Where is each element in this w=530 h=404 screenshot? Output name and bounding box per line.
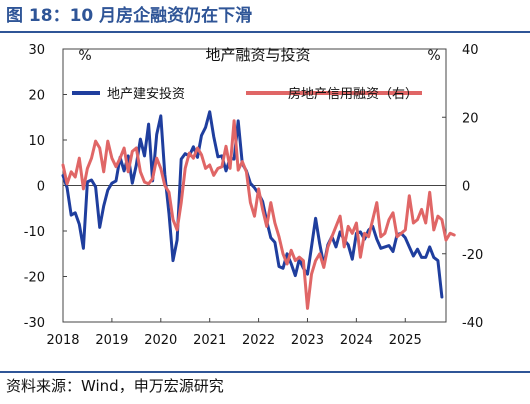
right-axis-tick-label: 0 [462,180,470,195]
left-axis-tick-label: 20 [28,89,45,104]
x-axis-tick-label: 2020 [144,333,177,348]
x-axis-tick-label: 2025 [389,333,422,348]
header-rule [0,31,530,33]
legend-label-1: 地产建安投资 [107,86,185,102]
right-axis-tick-label: -40 [462,316,483,331]
left-axis-tick-label: 10 [28,134,45,149]
x-axis-tick-label: 2023 [291,333,324,348]
right-axis-tick-label: -20 [462,248,483,263]
left-axis-tick-label: -10 [24,225,45,240]
right-axis-tick-label: 40 [462,43,479,58]
left-axis-unit: % [78,48,91,64]
x-axis-tick-label: 2018 [46,333,79,348]
source-note: 资料来源：Wind，申万宏源研究 [6,377,224,395]
left-axis-tick-label: -20 [24,271,45,286]
x-axis-tick-label: 2021 [193,333,226,348]
legend-label-2: 房地产信用融资（右） [288,86,418,102]
series-line-2 [61,119,456,310]
right-axis-unit: % [427,48,440,64]
x-axis-tick-label: 2022 [242,333,275,348]
left-axis-tick-label: -30 [24,316,45,331]
x-axis-tick-label: 2024 [340,333,373,348]
chart-title: 地产融资与投资 [205,46,310,64]
footer-rule [0,371,530,373]
x-axis-tick-label: 2019 [95,333,128,348]
left-axis-tick-label: 30 [28,43,45,58]
left-axis-tick-label: 0 [37,180,45,195]
right-axis-tick-label: 20 [462,111,479,126]
figure-title: 图 18：10 月房企融资仍在下滑 [6,6,253,26]
